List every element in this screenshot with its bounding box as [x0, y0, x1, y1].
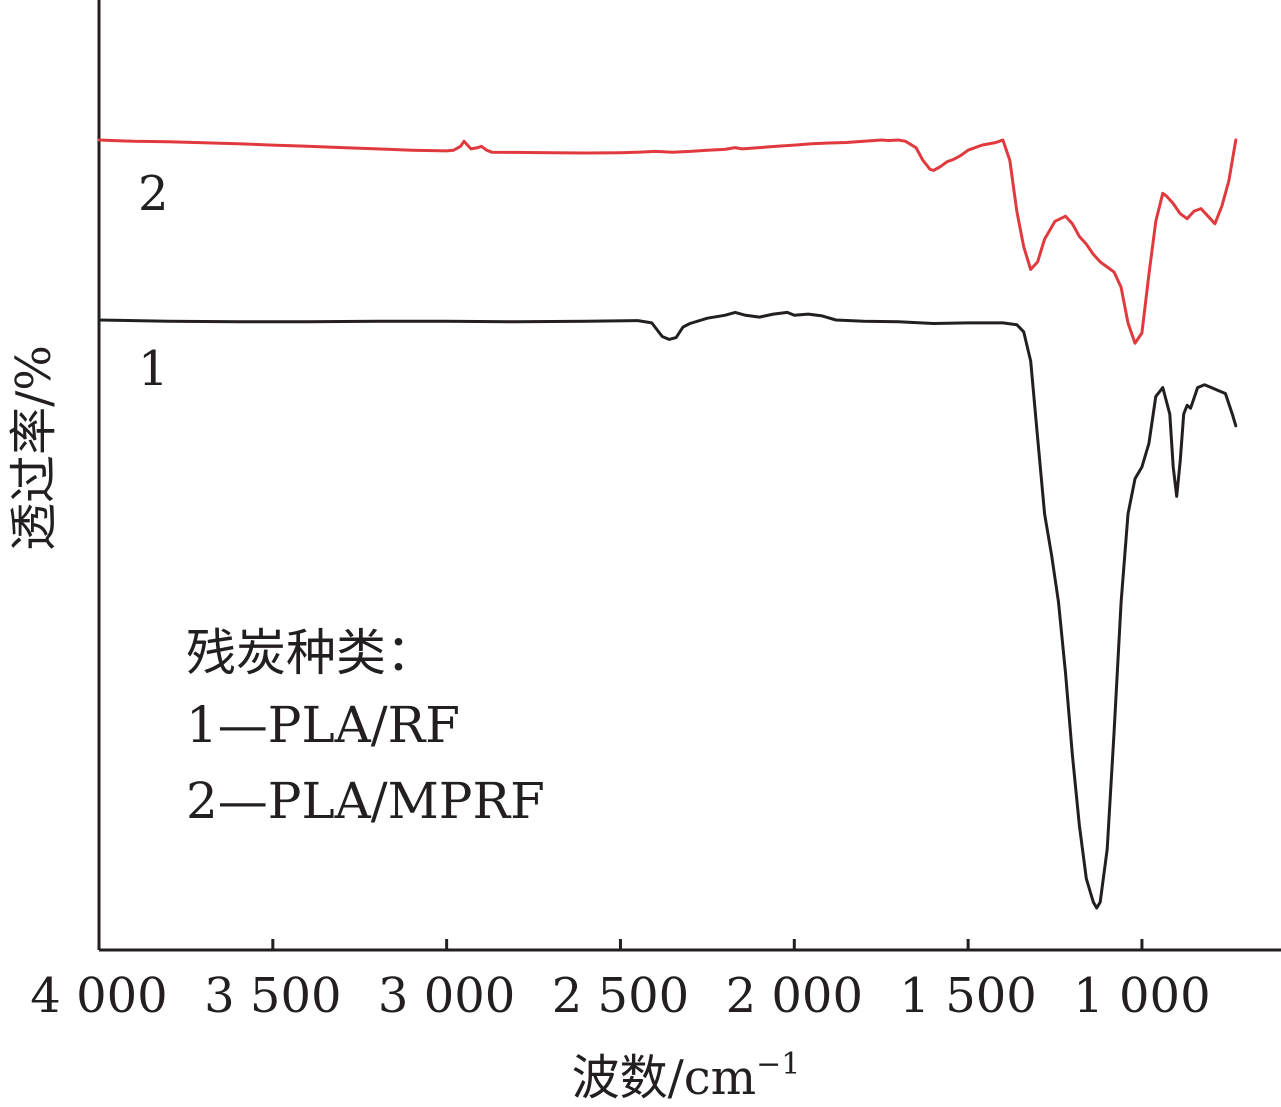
series-label-1: 1	[138, 341, 169, 397]
axes	[97, 0, 1281, 952]
legend-entry-1: 1—PLA/RF	[186, 696, 460, 754]
x-tick-label: 3 000	[378, 968, 515, 1024]
x-axis-label-superscript: −1	[756, 1047, 800, 1082]
x-tick-label: 3 500	[204, 968, 341, 1024]
x-tick-label: 4 000	[30, 968, 167, 1024]
x-tick-label: 2 000	[726, 968, 863, 1024]
x-axis-label-main: 波数/cm	[572, 1050, 757, 1106]
legend-entry-2: 2—PLA/MPRF	[186, 772, 545, 830]
legend-title: 残炭种类：	[186, 624, 436, 682]
x-ticks	[97, 939, 1144, 950]
series-line-2	[97, 138, 1238, 345]
series-label-2: 2	[138, 166, 169, 222]
series-line-1	[97, 310, 1238, 910]
y-axis-label: 透过率/%	[6, 345, 62, 551]
series-lines	[97, 138, 1238, 910]
x-tick-label: 1 000	[1073, 968, 1210, 1024]
x-tick-label: 1 500	[899, 968, 1036, 1024]
x-tick-labels: 4 000 3 500 3 000 2 500 2 000 1 500 1 000	[30, 968, 1210, 1024]
x-tick-label: 2 500	[552, 968, 689, 1024]
x-axis-label: 波数/cm−1	[572, 1047, 801, 1106]
